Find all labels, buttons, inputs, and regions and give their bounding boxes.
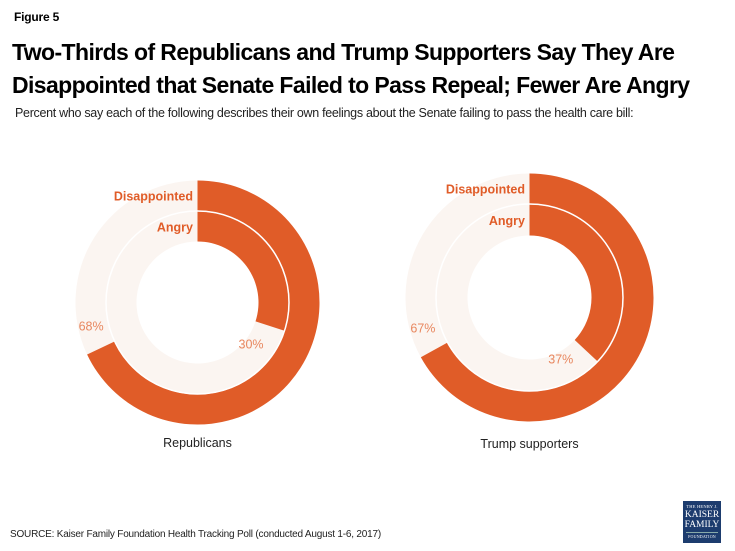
republicans-angry-remainder-arc <box>106 211 285 394</box>
republicans-angry-series-label: Angry <box>157 221 193 235</box>
trump-supporters-angry-value-label: 37% <box>548 353 573 367</box>
chart-title: Two-Thirds of Republicans and Trump Supp… <box>12 39 690 98</box>
trump-supporters-angry-series-label: Angry <box>489 214 525 228</box>
chart-subtitle: Percent who say each of the following de… <box>15 106 634 120</box>
trump-supporters-group-label: Trump supporters <box>480 437 578 451</box>
trump-supporters-disappointed-value-label: 67% <box>410 321 435 335</box>
trump-supporters-disappointed-series-label: Disappointed <box>446 183 525 197</box>
trump-supporters-ring-separator <box>435 203 624 392</box>
trump-supporters-angry-remainder-arc <box>436 204 598 391</box>
trump-supporters-angry-value-arc <box>529 204 623 362</box>
republicans-disappointed-value-label: 68% <box>79 319 104 333</box>
republicans-disappointed-series-label: Disappointed <box>114 190 193 204</box>
source-note: SOURCE: Kaiser Family Foundation Health … <box>10 529 382 540</box>
republicans-angry-value-arc <box>197 211 289 331</box>
logo-line-4: FOUNDATION <box>686 532 718 539</box>
logo-line-1: THE HENRY J. <box>686 504 718 509</box>
republicans-disappointed-remainder-arc <box>75 180 198 355</box>
figure-label: Figure 5 <box>14 10 60 24</box>
logo-line-2: KAISER <box>684 510 720 520</box>
republicans-group-label: Republicans <box>163 436 232 450</box>
logo-line-3: FAMILY <box>684 520 720 530</box>
republicans-angry-value-label: 30% <box>239 337 264 351</box>
republicans-ring-separator <box>105 210 290 395</box>
kff-logo: THE HENRY J. KAISER FAMILY FOUNDATION <box>683 501 721 543</box>
